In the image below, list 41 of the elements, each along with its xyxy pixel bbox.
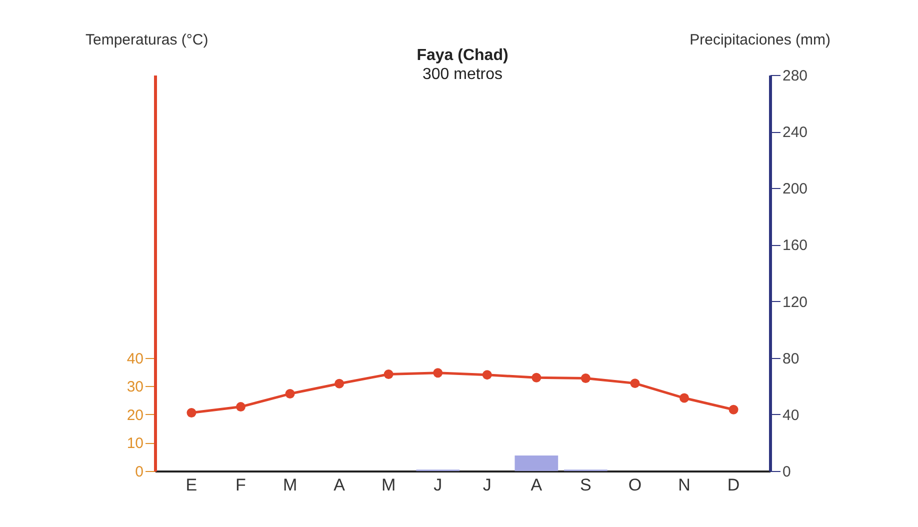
point (433, 368, 443, 378)
x-tick-label: J (482, 476, 492, 494)
y2-tick-label: 0 (782, 464, 791, 480)
y-tick-label: 40 (126, 350, 144, 368)
y2-tick-label: 280 (782, 68, 808, 84)
x-tick-label: D (727, 476, 740, 494)
x-tick-label: A (334, 476, 346, 494)
x-tick-label: J (434, 476, 442, 494)
x-tick-label: F (236, 476, 246, 494)
point (236, 402, 246, 412)
point (728, 404, 738, 414)
y-tick-label: 0 (135, 464, 144, 480)
point (680, 393, 689, 403)
x-tick-label: A (530, 476, 543, 494)
point (186, 408, 196, 418)
x-tick-label: M (381, 476, 396, 494)
point (482, 370, 492, 380)
x-tick-label: O (628, 476, 642, 494)
y2-tick-label: 200 (782, 180, 808, 198)
y-tick-label: 30 (126, 378, 144, 396)
y-axis-title: Temperaturas (°C) (86, 32, 208, 48)
y2-tick-label: 40 (782, 406, 800, 424)
y2-tick-label: 160 (782, 237, 808, 254)
point (285, 389, 295, 399)
point (580, 373, 590, 383)
point (384, 370, 394, 379)
point (532, 372, 542, 382)
point (334, 378, 344, 388)
x-tick-label: M (282, 476, 298, 494)
x-tick-label: E (186, 476, 198, 494)
x-tick-label: S (580, 476, 592, 494)
x-tick-label: N (678, 476, 690, 494)
y2-tick-label: 240 (782, 124, 808, 142)
y2-tick-label: 120 (782, 294, 808, 311)
chart-title: Faya (Chad) (416, 47, 508, 64)
y-tick-label: 10 (126, 435, 144, 452)
y-tick-label: 20 (126, 406, 144, 424)
point (630, 378, 640, 388)
y2-axis-title: Precipitaciones (mm) (690, 32, 830, 48)
y2-tick-label: 80 (782, 350, 800, 368)
chart-subtitle: 300 metros (422, 66, 503, 83)
